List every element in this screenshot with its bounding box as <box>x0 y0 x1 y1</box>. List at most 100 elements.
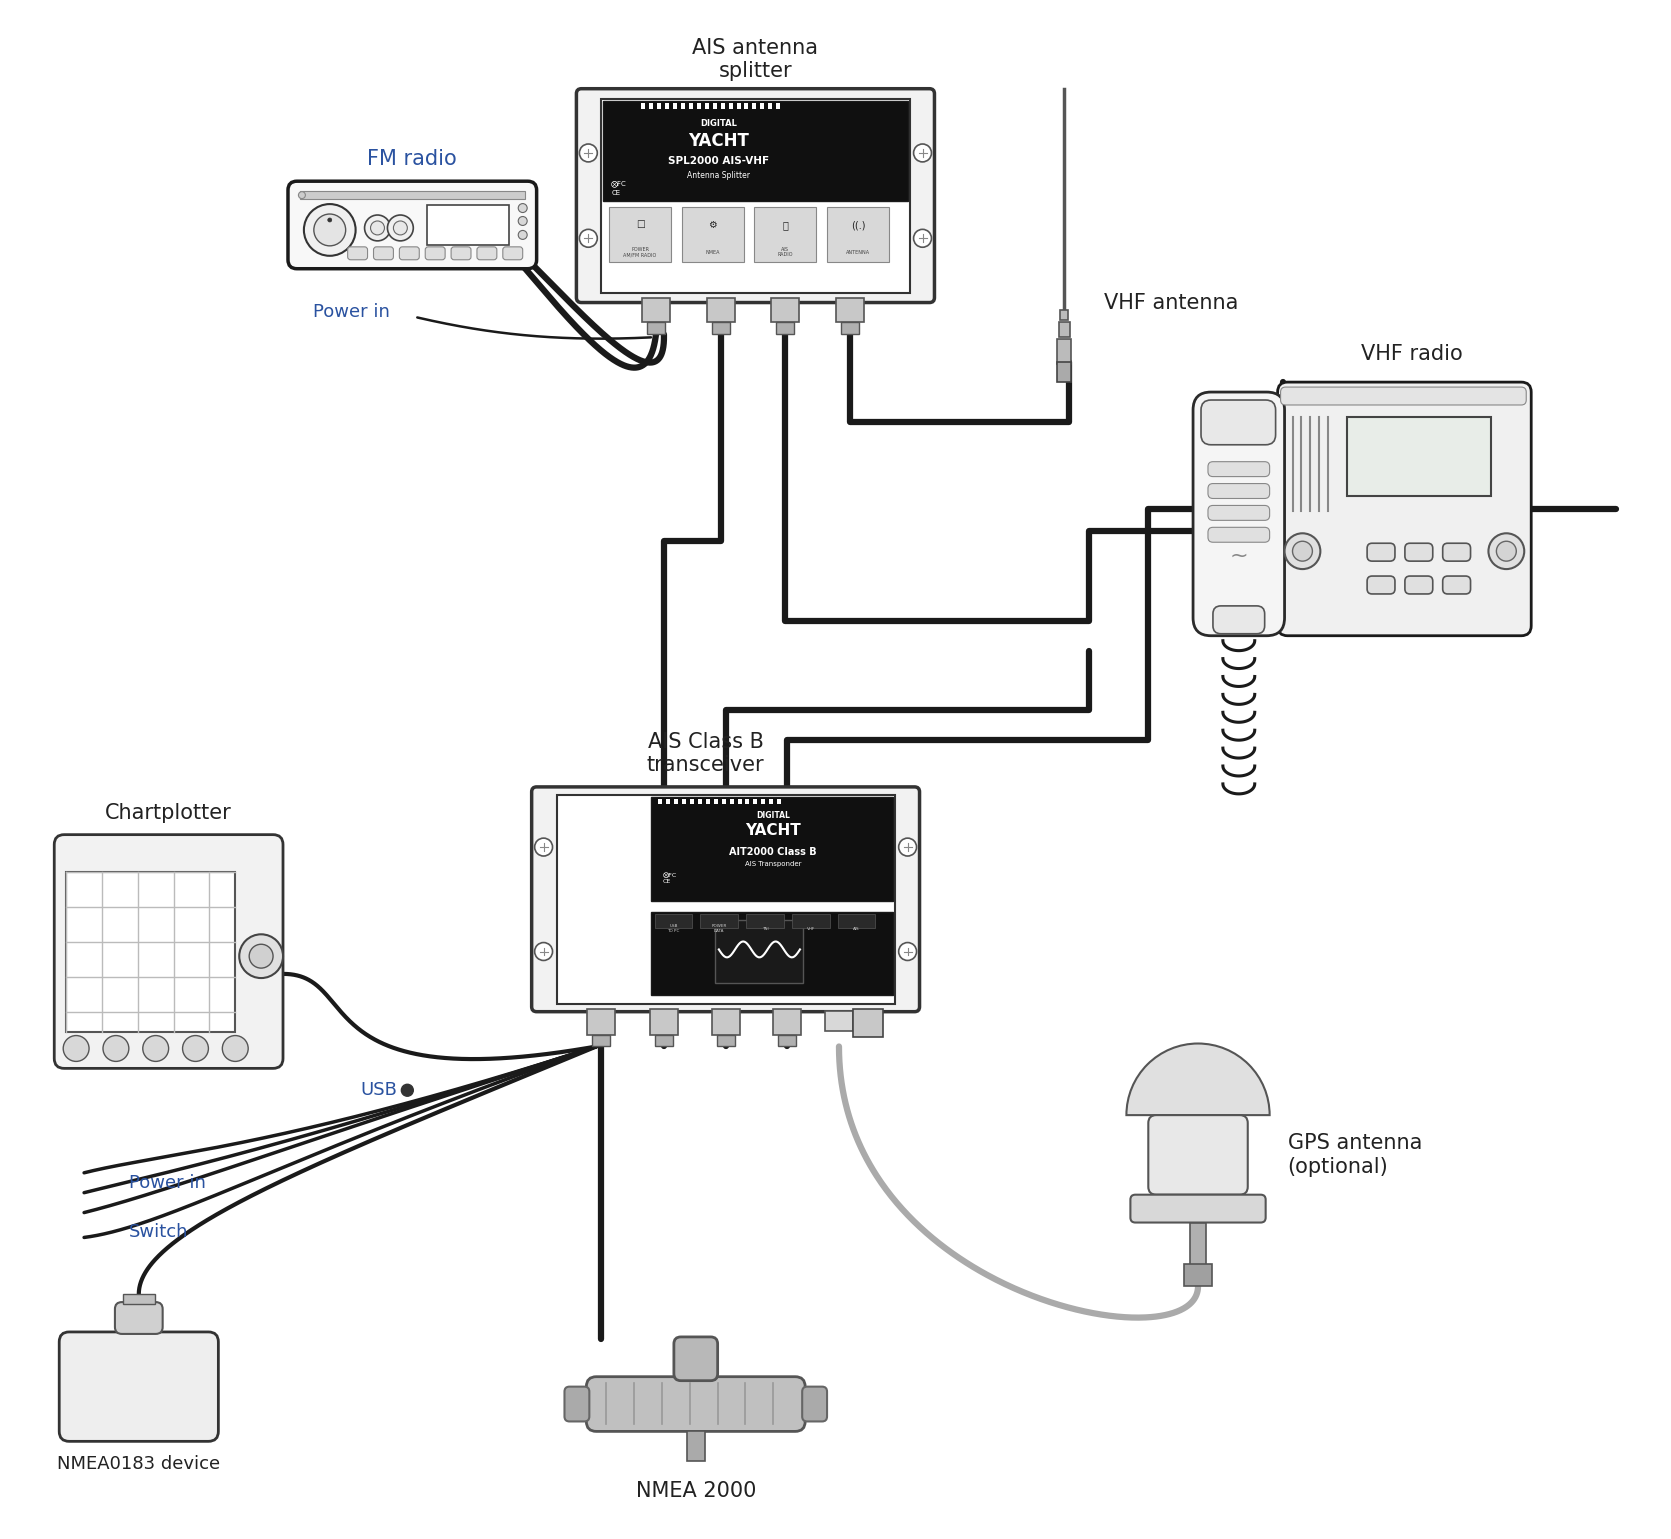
Bar <box>124 1294 155 1304</box>
Text: NMEA 2000: NMEA 2000 <box>635 1481 755 1501</box>
Bar <box>754 208 815 262</box>
FancyBboxPatch shape <box>1213 606 1265 634</box>
Text: NMEA0183 device: NMEA0183 device <box>57 1456 221 1473</box>
FancyBboxPatch shape <box>287 182 536 269</box>
Text: AIS Transponder: AIS Transponder <box>745 860 800 866</box>
Bar <box>745 799 750 803</box>
Bar <box>642 297 670 323</box>
FancyBboxPatch shape <box>53 834 282 1068</box>
FancyBboxPatch shape <box>1130 1194 1265 1222</box>
Bar <box>760 103 764 109</box>
Bar <box>682 799 685 803</box>
FancyBboxPatch shape <box>503 246 523 260</box>
FancyBboxPatch shape <box>115 1302 162 1334</box>
Text: ⨂FC
CE: ⨂FC CE <box>663 873 677 883</box>
Bar <box>700 914 739 928</box>
Bar <box>774 1008 800 1034</box>
Bar <box>1059 323 1069 337</box>
Bar <box>754 799 757 803</box>
Bar <box>762 799 765 803</box>
Bar <box>698 799 702 803</box>
FancyBboxPatch shape <box>587 1377 805 1431</box>
Bar <box>299 191 525 199</box>
Bar <box>825 1011 852 1031</box>
Bar <box>657 103 662 109</box>
Circle shape <box>182 1036 209 1062</box>
Circle shape <box>580 229 597 248</box>
Text: TNI: TNI <box>762 926 769 931</box>
FancyBboxPatch shape <box>374 246 393 260</box>
Bar <box>714 799 717 803</box>
Circle shape <box>401 1085 413 1096</box>
Bar <box>688 103 693 109</box>
Circle shape <box>518 203 526 212</box>
Circle shape <box>104 1036 129 1062</box>
Bar <box>715 920 804 983</box>
Bar <box>587 1008 615 1034</box>
Bar <box>648 103 653 109</box>
Wedge shape <box>1126 1043 1270 1116</box>
Bar <box>67 873 236 1031</box>
Bar <box>827 208 889 262</box>
FancyBboxPatch shape <box>58 1331 219 1442</box>
Text: AIS
RADIO: AIS RADIO <box>777 246 794 257</box>
FancyBboxPatch shape <box>1208 462 1270 477</box>
Bar <box>769 103 772 109</box>
Bar <box>592 1034 610 1047</box>
Bar <box>1056 339 1071 365</box>
Circle shape <box>914 229 931 248</box>
Circle shape <box>249 945 272 968</box>
Circle shape <box>899 839 917 856</box>
Circle shape <box>899 942 917 960</box>
Bar <box>745 914 784 928</box>
Bar <box>650 1008 678 1034</box>
Text: YACHT: YACHT <box>688 132 749 151</box>
Bar <box>777 799 782 803</box>
Text: ~: ~ <box>1230 546 1248 566</box>
Bar <box>737 103 740 109</box>
FancyBboxPatch shape <box>1405 543 1432 562</box>
Bar <box>837 914 876 928</box>
Text: AIS: AIS <box>854 926 861 931</box>
Bar <box>730 799 734 803</box>
FancyBboxPatch shape <box>1442 543 1470 562</box>
Bar <box>673 799 678 803</box>
FancyBboxPatch shape <box>1208 528 1270 542</box>
Circle shape <box>1489 534 1524 569</box>
Bar <box>673 103 677 109</box>
FancyBboxPatch shape <box>1280 388 1526 405</box>
Bar <box>1190 1222 1206 1267</box>
Bar <box>603 100 907 202</box>
Bar <box>610 208 670 262</box>
Text: NMEA: NMEA <box>705 249 720 254</box>
Text: ⚙: ⚙ <box>709 220 717 231</box>
FancyBboxPatch shape <box>1148 1116 1248 1194</box>
Bar <box>652 911 892 996</box>
Bar <box>705 103 709 109</box>
FancyBboxPatch shape <box>1278 382 1531 636</box>
Text: USB: USB <box>361 1082 398 1099</box>
Bar <box>602 98 909 292</box>
Bar <box>777 323 794 334</box>
Text: AIS Class B
transceiver: AIS Class B transceiver <box>647 731 765 776</box>
Bar <box>1347 417 1492 497</box>
FancyBboxPatch shape <box>1193 392 1285 636</box>
Bar <box>655 914 692 928</box>
Bar <box>836 297 864 323</box>
FancyBboxPatch shape <box>673 1337 717 1380</box>
Bar <box>752 103 757 109</box>
Bar <box>717 1034 735 1047</box>
FancyBboxPatch shape <box>802 1387 827 1422</box>
FancyBboxPatch shape <box>565 1387 590 1422</box>
Circle shape <box>328 219 333 222</box>
Circle shape <box>1285 534 1320 569</box>
Circle shape <box>142 1036 169 1062</box>
Text: ⨂FC: ⨂FC <box>612 180 627 186</box>
FancyBboxPatch shape <box>424 246 444 260</box>
Bar <box>687 1431 705 1461</box>
Bar <box>769 799 774 803</box>
Bar <box>720 103 725 109</box>
Circle shape <box>518 217 526 225</box>
Circle shape <box>222 1036 249 1062</box>
Text: ☐: ☐ <box>635 220 645 231</box>
